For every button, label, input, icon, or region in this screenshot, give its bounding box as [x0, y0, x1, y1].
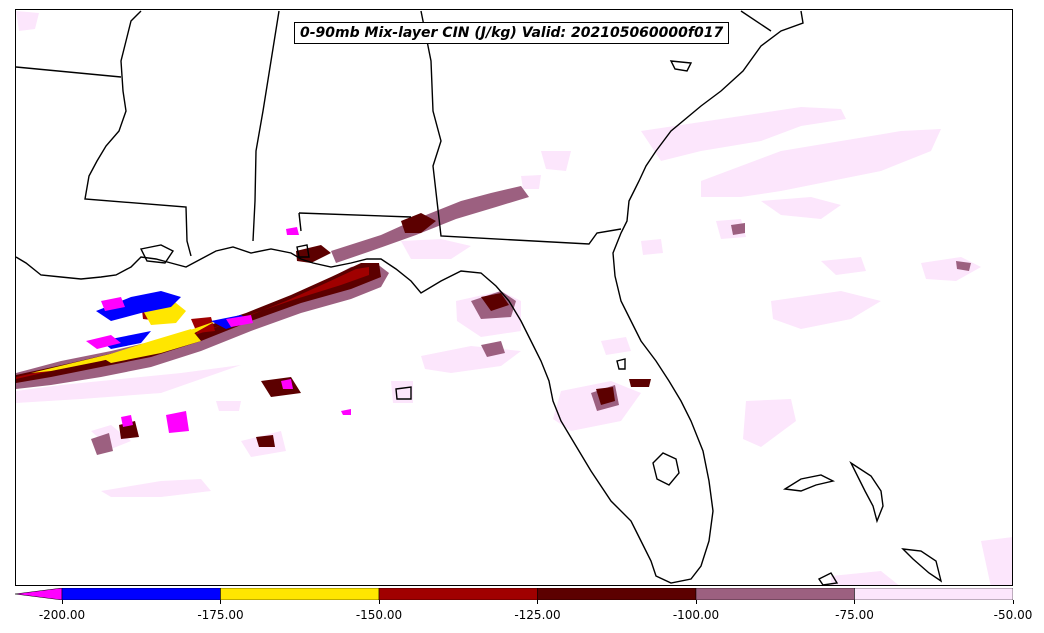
- map-title: 0-90mb Mix-layer CIN (J/kg) Valid: 20210…: [294, 22, 730, 44]
- colorbar-tick: [695, 600, 697, 604]
- colorbar-bins: [61, 588, 1013, 600]
- colorbar-bin-2: [378, 588, 538, 600]
- colorbar-tick-label: -150.00: [355, 608, 403, 622]
- cin-map: [16, 10, 1012, 585]
- colorbar-tick: [61, 600, 63, 604]
- colorbar-tick-label: -50.00: [993, 608, 1033, 622]
- colorbar-underflow-triangle: [15, 588, 63, 600]
- map-panel: 0-90mb Mix-layer CIN (J/kg) Valid: 20210…: [15, 9, 1013, 586]
- colorbar-bin-1: [220, 588, 380, 600]
- colorbar-tick-label: -100.00: [672, 608, 720, 622]
- cin-shading-magenta: [86, 227, 351, 433]
- colorbar-tick-label: -200.00: [38, 608, 86, 622]
- colorbar-bin-4: [695, 588, 855, 600]
- colorbar-tick: [854, 600, 855, 604]
- colorbar-tick: [537, 600, 538, 604]
- colorbar-tick: [378, 600, 380, 604]
- colorbar-tick-label: -75.00: [835, 608, 874, 622]
- colorbar: [15, 588, 1013, 600]
- colorbar-bin-3: [537, 588, 697, 600]
- colorbar-tick: [220, 600, 221, 604]
- colorbar-tick-label: -125.00: [514, 608, 561, 622]
- colorbar-tick-label: -175.00: [197, 608, 244, 622]
- colorbar-bin-0: [61, 588, 221, 600]
- coastlines-and-borders: [16, 10, 943, 585]
- colorbar-bin-5: [854, 588, 1013, 600]
- colorbar-tick: [1012, 600, 1014, 604]
